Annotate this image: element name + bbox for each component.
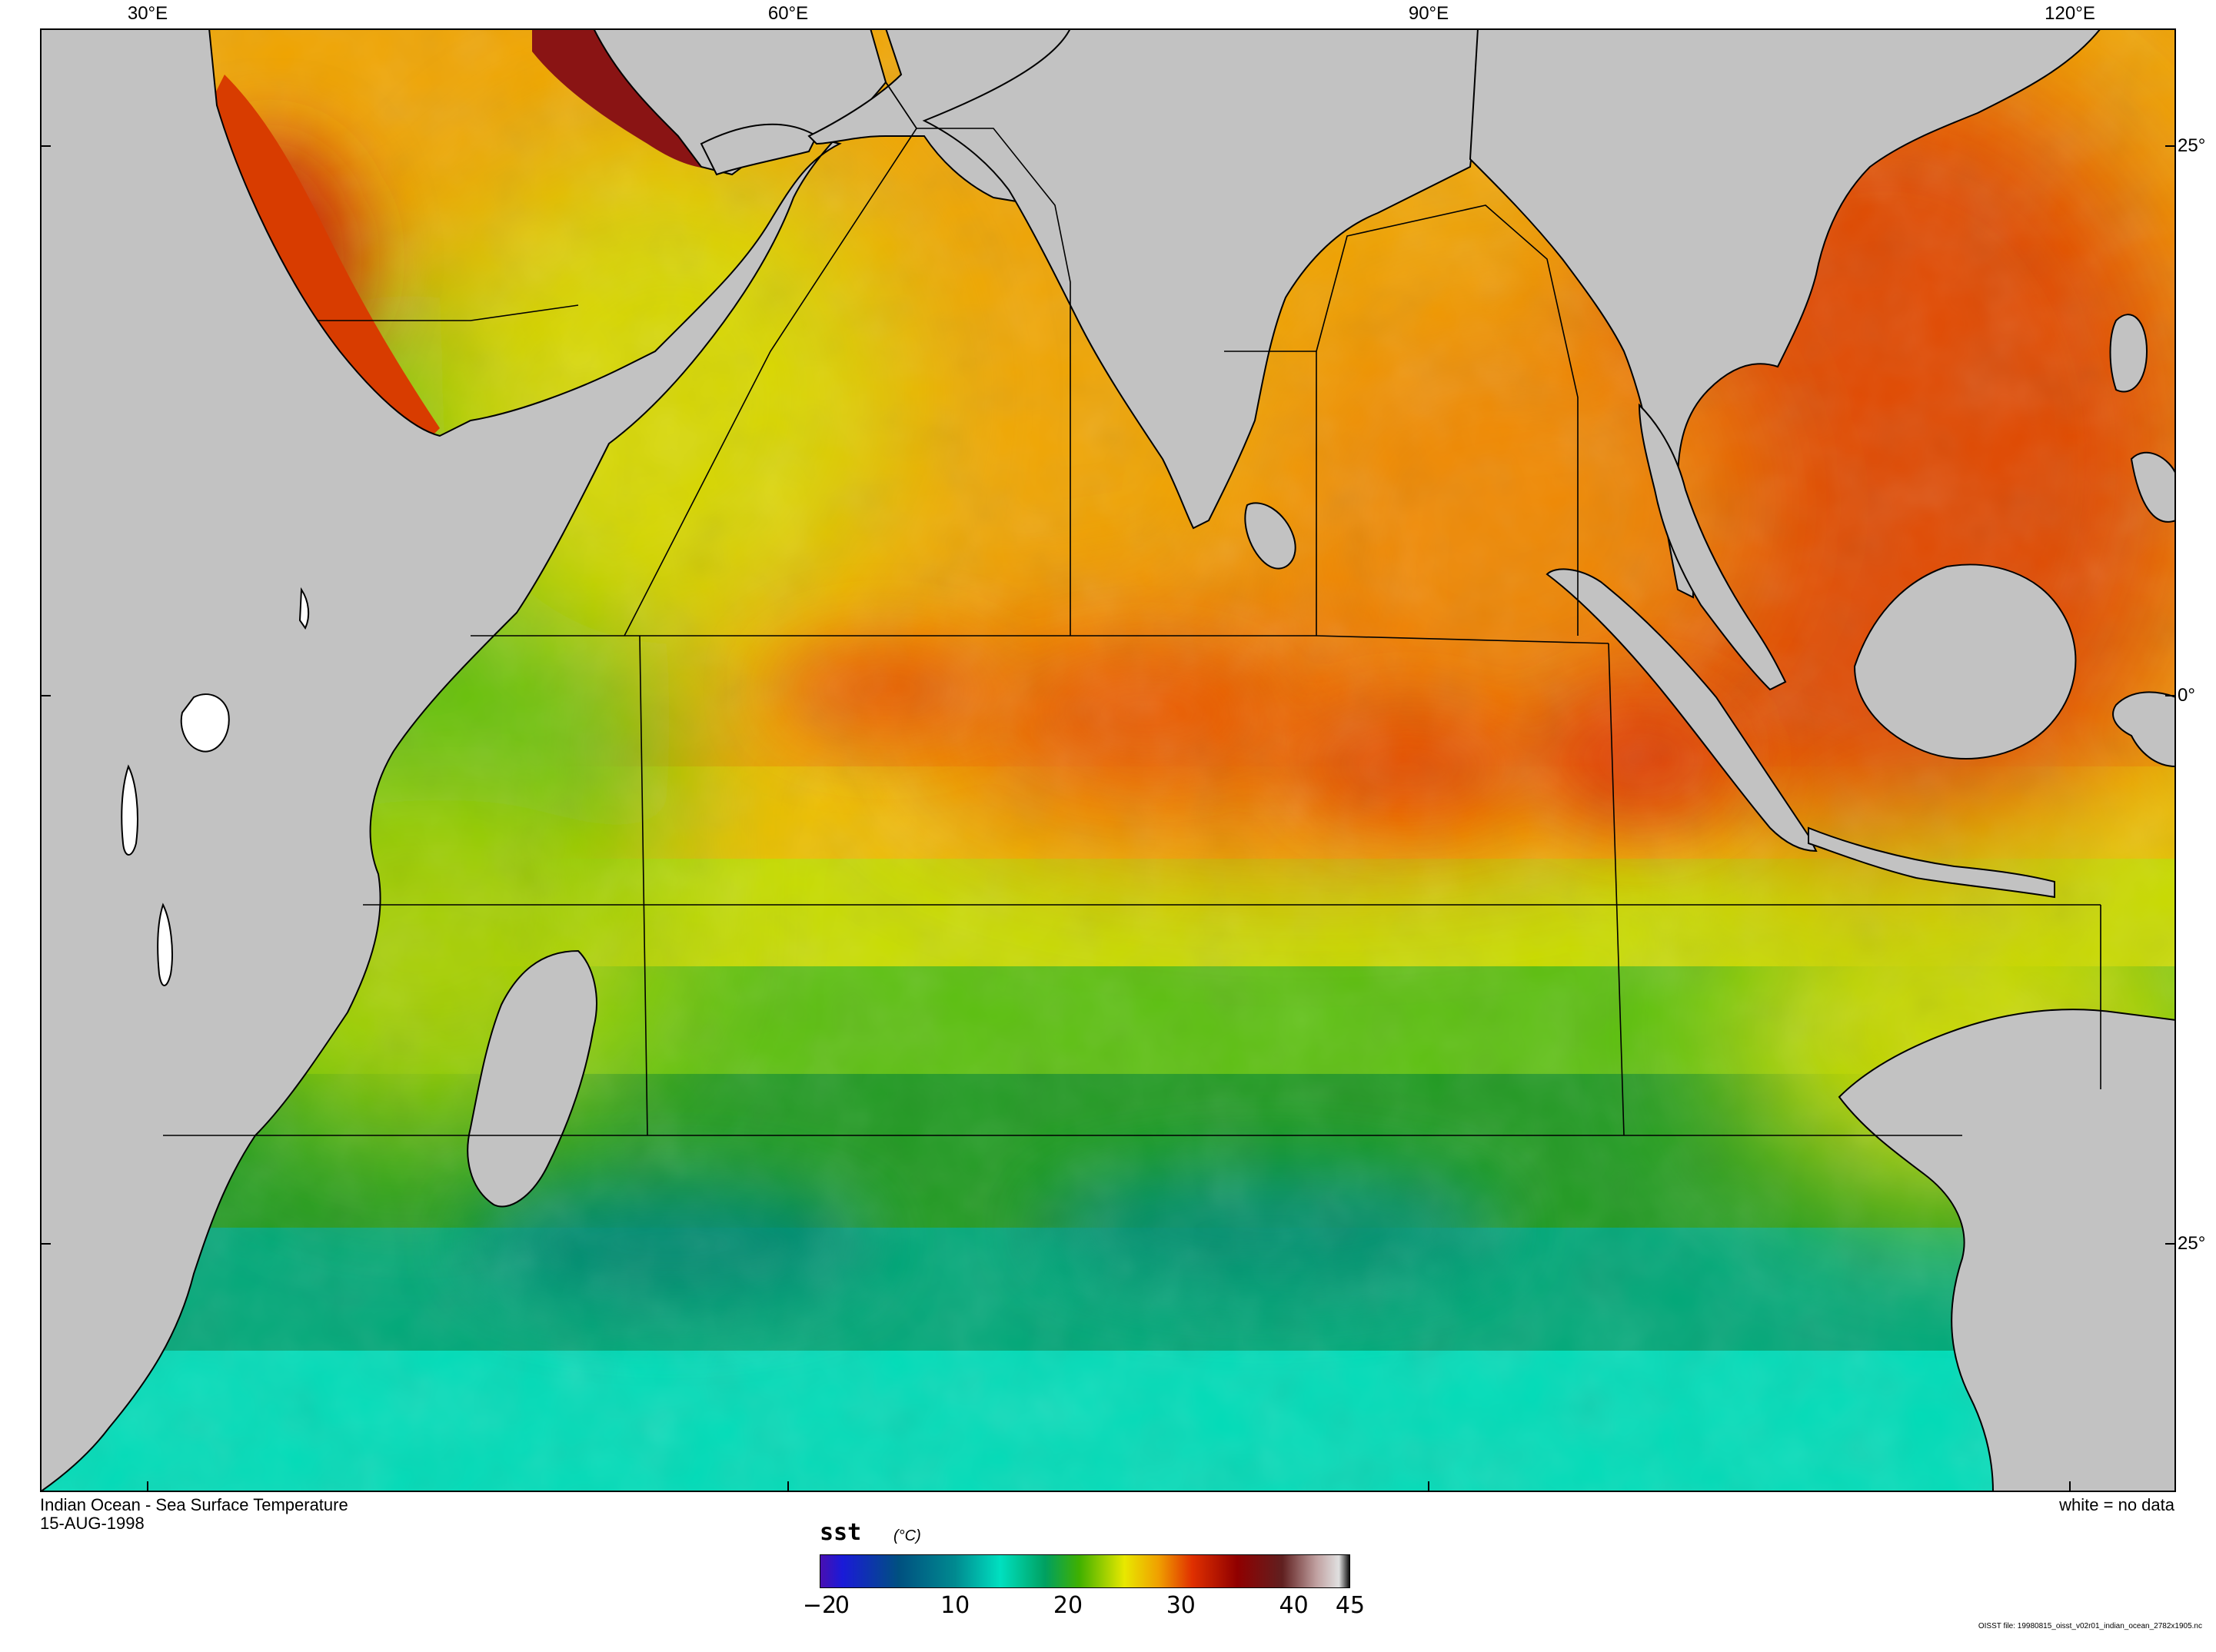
india bbox=[922, 28, 1487, 530]
malay-peninsula bbox=[1638, 403, 1787, 691]
colorbar-tick-label: −2 bbox=[802, 1592, 837, 1619]
boundary-central-east bbox=[1608, 643, 1625, 1136]
australia bbox=[1838, 1009, 2176, 1492]
lon-label-30e: 30°E bbox=[127, 3, 168, 24]
sri-lanka bbox=[1244, 502, 1296, 570]
boundary-gulf-aden bbox=[317, 304, 579, 321]
file-note: OISST file: 19980815_oisst_v02r01_indian… bbox=[1978, 1622, 2202, 1630]
sst-map bbox=[40, 28, 2176, 1492]
sst-map-canvas bbox=[40, 28, 2176, 1492]
lake-malawi bbox=[157, 902, 173, 986]
colorbar-tick-label: 45 bbox=[1335, 1592, 1366, 1619]
map-ticks bbox=[40, 145, 2176, 1492]
sumatra bbox=[1546, 568, 1818, 853]
red-sea bbox=[213, 75, 440, 444]
lat-label-25n: 25° bbox=[2178, 135, 2206, 156]
lake-victoria bbox=[180, 693, 230, 753]
lake-tanganyika bbox=[121, 764, 138, 856]
colorbar-tick-label: 30 bbox=[1166, 1592, 1196, 1619]
colorbar-tick-label: 20 bbox=[1053, 1592, 1083, 1619]
lon-label-120e: 120°E bbox=[2045, 3, 2095, 24]
indochina bbox=[1469, 28, 2102, 599]
philippines-luzon bbox=[2109, 314, 2148, 393]
colorbar-tick-label: 0 bbox=[834, 1592, 850, 1619]
colorbar-gradient bbox=[820, 1554, 1350, 1588]
colorbar-unit: (°C) bbox=[893, 1527, 921, 1544]
region-boundaries bbox=[163, 81, 2101, 1136]
no-data-areas bbox=[121, 587, 310, 986]
map-date: 15-AUG-1998 bbox=[40, 1514, 145, 1533]
colorbar-tick-label: 10 bbox=[940, 1592, 970, 1619]
lat-label-25s: 25° bbox=[2178, 1233, 2206, 1254]
lat-label-0: 0° bbox=[2178, 685, 2195, 706]
colorbar bbox=[820, 1554, 1350, 1588]
madagascar bbox=[467, 949, 597, 1208]
boundary-central-west bbox=[639, 635, 648, 1136]
land-masses bbox=[40, 28, 2176, 1492]
boundary-bay-bengal bbox=[1316, 204, 1579, 636]
lon-label-90e: 90°E bbox=[1408, 3, 1449, 24]
java bbox=[1808, 826, 2055, 899]
lon-label-60e: 60°E bbox=[767, 3, 809, 24]
colorbar-tick-label: 40 bbox=[1279, 1592, 1309, 1619]
boundary-arabian-sea-west bbox=[624, 81, 917, 637]
sulawesi bbox=[2112, 691, 2176, 768]
borneo bbox=[1853, 563, 2077, 760]
colorbar-variable: sst bbox=[820, 1519, 862, 1546]
oman-tip bbox=[700, 123, 818, 176]
boundary-equator bbox=[471, 635, 1609, 644]
no-data-note: white = no data bbox=[2059, 1495, 2174, 1514]
map-title: Indian Ocean - Sea Surface Temperature bbox=[40, 1495, 348, 1514]
lake-turkana bbox=[298, 587, 310, 630]
map-border bbox=[40, 28, 2176, 1492]
